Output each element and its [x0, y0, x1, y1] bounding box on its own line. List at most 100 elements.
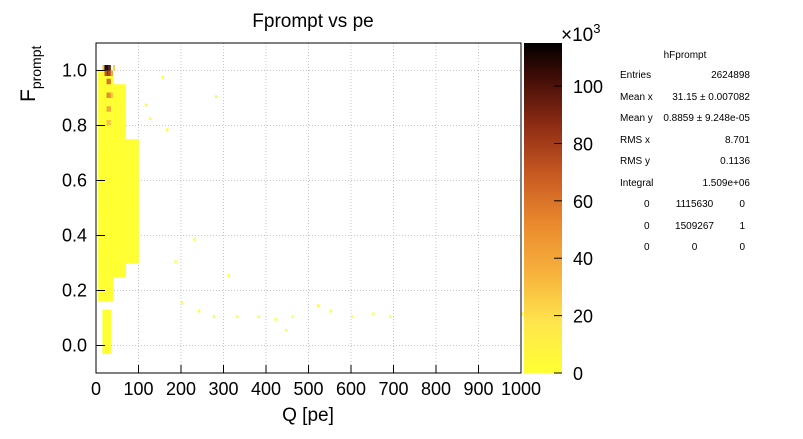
heatmap-cell	[132, 241, 135, 245]
heatmap-cell	[130, 213, 133, 217]
heatmap-cell	[110, 87, 114, 91]
heatmap-cell	[98, 114, 101, 118]
heatmap-cell	[110, 260, 114, 264]
heatmap-cell	[100, 268, 103, 272]
heatmap-cell	[98, 122, 101, 126]
heatmap-cell	[117, 139, 120, 143]
stats-grid-row: 0 1509267 1	[620, 221, 750, 243]
heatmap-cell	[117, 169, 120, 173]
heatmap-cell	[132, 175, 135, 179]
heatmap-cell	[98, 183, 101, 187]
heatmap-cell	[102, 164, 105, 168]
heatmap-cell	[130, 199, 133, 203]
heatmap-cell	[104, 246, 107, 250]
heatmap-cell	[104, 194, 107, 198]
heatmap-cell	[117, 219, 120, 223]
heatmap-cell	[115, 257, 118, 261]
heatmap-cell	[125, 175, 129, 179]
heatmap-cell	[130, 172, 133, 176]
heatmap-cell	[104, 136, 107, 140]
heatmap-cell	[104, 315, 107, 319]
heatmap-cell	[98, 227, 101, 231]
heatmap-cell	[123, 252, 127, 256]
heatmap-cell	[98, 241, 101, 245]
heatmap-cell	[123, 232, 127, 236]
heatmap-cell	[127, 194, 131, 198]
heatmap-cell	[110, 84, 114, 88]
heatmap-cell	[106, 224, 110, 228]
heatmap-cell	[119, 205, 122, 209]
heatmap-cell	[123, 177, 127, 181]
heatmap-cell	[98, 194, 101, 198]
heatmap-cell	[136, 224, 139, 228]
heatmap-cell	[102, 158, 105, 162]
heatmap-cell	[121, 84, 124, 88]
heatmap-cell	[127, 166, 131, 170]
heatmap-cell	[110, 216, 114, 220]
heatmap-cell	[119, 175, 122, 179]
heatmap-cell	[119, 161, 122, 165]
heatmap-cell	[110, 205, 114, 209]
heatmap-cell	[110, 136, 114, 140]
heatmap-cell	[104, 128, 107, 132]
heatmap-cell	[98, 133, 101, 137]
heatmap-cell	[113, 194, 116, 198]
heatmap-cell	[102, 109, 105, 113]
heatmap-cell	[102, 100, 105, 104]
heatmap-cell	[110, 111, 114, 115]
heatmap-cell	[102, 227, 105, 231]
heatmap-cell	[123, 243, 127, 247]
heatmap-cell	[121, 87, 124, 91]
heatmap-cell	[102, 285, 105, 289]
stats-row-entries: Entries 2624898	[620, 70, 750, 92]
heatmap-cell	[134, 221, 137, 225]
heatmap-cell	[115, 158, 118, 162]
heatmap-cell	[521, 312, 524, 316]
heatmap-cell	[104, 326, 107, 330]
heatmap-cell	[130, 155, 133, 159]
heatmap-cell	[98, 279, 101, 283]
heatmap-cell	[106, 166, 110, 170]
heatmap-cell	[123, 238, 127, 242]
heatmap-cell	[121, 95, 124, 99]
heatmap-cell	[127, 230, 131, 234]
heatmap-cell	[106, 183, 110, 187]
heatmap-cell	[104, 238, 107, 242]
heatmap-cell	[104, 92, 107, 96]
heatmap-cell	[134, 230, 137, 234]
heatmap-cell	[127, 161, 131, 165]
stats-value: 31.15 ± 0.007082	[672, 91, 750, 103]
heatmap-cell	[132, 210, 135, 214]
heatmap-cell	[104, 114, 107, 118]
heatmap-cell	[125, 249, 129, 253]
heatmap-cell	[121, 175, 124, 179]
heatmap-cell	[127, 227, 131, 231]
heatmap-cell	[119, 100, 122, 104]
heatmap-cell	[104, 287, 107, 291]
heatmap-cell	[102, 133, 105, 137]
heatmap-cell	[110, 125, 114, 129]
heatmap-cell	[110, 164, 114, 168]
heatmap-cell	[113, 103, 116, 107]
heatmap-cell	[136, 243, 139, 247]
heatmap-cell	[106, 106, 109, 112]
heatmap-cell	[108, 84, 112, 88]
heatmap-cell	[108, 76, 112, 80]
heatmap-cell	[106, 202, 110, 206]
heatmap-cell	[104, 230, 107, 234]
heatmap-cell	[108, 287, 112, 291]
heatmap-cell	[100, 208, 103, 212]
heatmap-cell	[115, 125, 118, 129]
heatmap-cell	[113, 142, 116, 146]
heatmap-cell	[98, 172, 101, 176]
heatmap-cell	[106, 205, 110, 209]
heatmap-cell	[98, 84, 101, 88]
heatmap-cell	[98, 268, 101, 272]
heatmap-cell	[100, 290, 103, 294]
heatmap-cell	[110, 142, 114, 146]
heatmap-cell	[123, 183, 127, 187]
heatmap-cell	[104, 183, 107, 187]
heatmap-cell	[104, 334, 107, 338]
heatmap-cell	[215, 95, 218, 98]
heatmap-cell	[100, 111, 103, 115]
